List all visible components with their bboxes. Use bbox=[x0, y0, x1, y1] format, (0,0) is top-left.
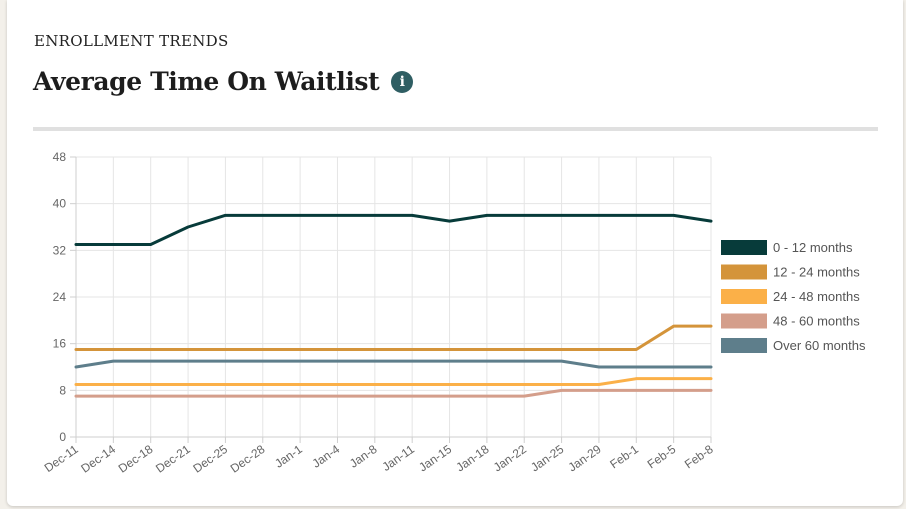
series-line-0 bbox=[74, 213, 713, 246]
title-row: Average Time On Waitlist i bbox=[33, 67, 414, 96]
y-tick-label: 40 bbox=[53, 197, 67, 211]
legend-label-2: 24 - 48 months bbox=[773, 289, 860, 304]
y-tick-label: 16 bbox=[53, 337, 67, 351]
chart-axes: 081624324048Dec-11Dec-14Dec-18Dec-21Dec-… bbox=[42, 150, 716, 476]
x-tick-label: Jan-22 bbox=[491, 442, 529, 475]
y-tick-label: 32 bbox=[53, 243, 67, 257]
legend-label-3: 48 - 60 months bbox=[773, 314, 860, 329]
x-tick-label: Jan-1 bbox=[272, 442, 305, 471]
x-tick-label: Feb-1 bbox=[607, 442, 641, 472]
chart-title: Average Time On Waitlist bbox=[33, 67, 380, 96]
x-tick-label: Dec-18 bbox=[116, 442, 156, 476]
x-tick-label: Jan-4 bbox=[310, 442, 343, 471]
y-tick-label: 48 bbox=[53, 150, 67, 164]
chart-series bbox=[74, 213, 713, 398]
legend-swatch-1 bbox=[721, 264, 767, 280]
x-tick-label: Jan-29 bbox=[566, 442, 604, 475]
legend-label-1: 12 - 24 months bbox=[773, 265, 860, 280]
x-tick-label: Dec-11 bbox=[42, 442, 81, 475]
section-kicker: ENROLLMENT TRENDS bbox=[34, 32, 229, 50]
x-tick-label: Jan-11 bbox=[380, 442, 418, 474]
series-line-4 bbox=[74, 359, 713, 369]
x-tick-label: Feb-8 bbox=[682, 442, 716, 472]
legend-label-4: Over 60 months bbox=[773, 338, 866, 353]
x-tick-label: Dec-28 bbox=[228, 442, 268, 476]
header-divider bbox=[33, 127, 878, 131]
series-line-2 bbox=[74, 377, 713, 386]
x-tick-label: Jan-8 bbox=[347, 442, 380, 471]
x-tick-label: Jan-25 bbox=[528, 442, 566, 475]
info-icon[interactable]: i bbox=[391, 70, 414, 93]
series-line-3 bbox=[74, 388, 713, 398]
x-tick-label: Dec-21 bbox=[153, 442, 193, 476]
x-tick-label: Dec-14 bbox=[78, 442, 118, 476]
legend-swatch-2 bbox=[721, 289, 767, 304]
chart-legend: 0 - 12 months 12 - 24 months 24 - 48 month… bbox=[721, 240, 866, 353]
legend-swatch-3 bbox=[721, 313, 767, 329]
legend-swatch-4 bbox=[721, 338, 767, 353]
y-tick-label: 0 bbox=[59, 430, 66, 444]
y-tick-label: 24 bbox=[53, 290, 67, 304]
x-tick-label: Dec-25 bbox=[190, 442, 230, 476]
legend-label-0: 0 - 12 months bbox=[773, 240, 853, 255]
legend-swatch-0 bbox=[721, 240, 767, 255]
x-tick-label: Feb-5 bbox=[645, 442, 679, 472]
y-tick-label: 8 bbox=[59, 383, 66, 397]
x-tick-label: Jan-18 bbox=[454, 442, 492, 475]
series-line-1 bbox=[74, 324, 713, 351]
x-tick-label: Jan-15 bbox=[416, 442, 454, 475]
